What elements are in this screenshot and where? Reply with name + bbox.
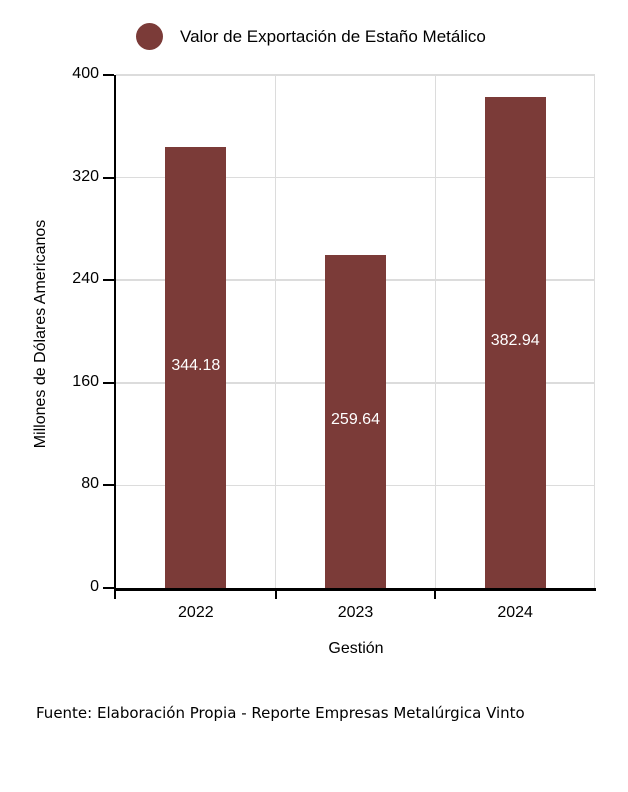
panel-border-right [593, 75, 595, 588]
chart-legend: Valor de Exportación de Estaño Metálico [136, 23, 486, 50]
bar-2022: 344.18 [165, 146, 227, 588]
y-tick-label-0: 0 [90, 578, 99, 595]
y-tick-label-320: 320 [72, 167, 99, 185]
x-tick-boundary [274, 591, 277, 599]
x-tick-label-2024: 2024 [497, 604, 533, 621]
x-tick-label-2022: 2022 [178, 604, 214, 621]
y-tick-0 [103, 587, 114, 589]
bar-value-label-2022: 344.18 [171, 357, 221, 375]
bar-2023: 259.64 [325, 255, 386, 588]
x-axis-title: Gestión [328, 640, 384, 657]
bar-value-label-2024: 382.94 [490, 332, 540, 350]
y-tick-160 [103, 381, 114, 384]
y-tick-label-240: 240 [72, 270, 99, 288]
y-tick-240 [103, 279, 114, 282]
y-tick-label-400: 400 [72, 65, 99, 82]
gridline-x-boundary [434, 75, 437, 588]
y-tick-80 [103, 484, 114, 487]
gridline-y-400 [116, 74, 595, 76]
x-tick-boundary [434, 591, 437, 599]
source-note: Fuente: Elaboración Propia - Reporte Emp… [36, 704, 525, 722]
legend-marker-circle [136, 23, 163, 50]
y-tick-label-160: 160 [72, 372, 99, 390]
y-axis-line [114, 75, 116, 599]
bar-2024: 382.94 [484, 96, 546, 588]
x-tick-label-2023: 2023 [337, 604, 374, 621]
y-tick-400 [103, 74, 114, 76]
bar-value-label-2023: 259.64 [331, 411, 380, 429]
y-tick-label-80: 80 [81, 475, 99, 493]
gridline-y-320 [116, 176, 595, 179]
y-tick-320 [103, 176, 114, 179]
gridline-x-boundary [274, 75, 277, 588]
legend-series-label: Valor de Exportación de Estaño Metálico [180, 27, 486, 46]
x-axis-line [114, 588, 596, 591]
